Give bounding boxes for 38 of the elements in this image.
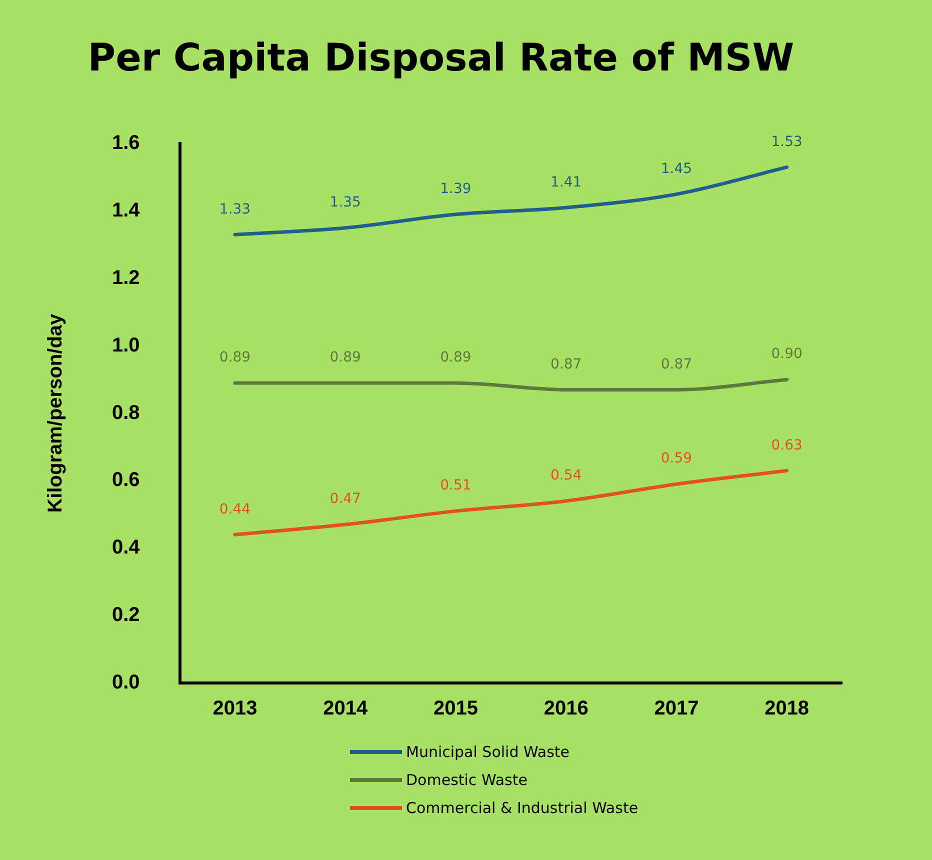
y-tick-label: 0.0 (112, 672, 140, 694)
data-label: 0.89 (330, 350, 361, 366)
y-tick-label: 1.2 (112, 266, 140, 289)
legend-label: Domestic Waste (406, 771, 528, 789)
data-label: 0.51 (440, 478, 472, 494)
y-tick-label: 0.2 (112, 604, 140, 626)
data-label: 1.35 (330, 194, 361, 211)
data-label: 0.89 (219, 350, 251, 366)
data-label: 0.87 (660, 356, 692, 372)
x-tick-label: 2016 (544, 698, 588, 720)
data-label: 0.47 (330, 491, 361, 508)
data-label: 1.45 (660, 160, 692, 177)
x-tick-label: 2015 (433, 698, 478, 720)
x-tick-label: 2018 (764, 698, 810, 720)
x-tick-label: 2017 (654, 698, 699, 720)
y-tick-label: 0.4 (112, 536, 141, 559)
y-tick-label: 0.6 (112, 469, 140, 492)
x-tick-label: 2013 (212, 698, 258, 720)
data-label: 0.63 (771, 437, 802, 454)
y-tick-label: 1.0 (112, 334, 140, 356)
y-tick-label: 1.6 (112, 132, 140, 154)
data-label: 1.33 (219, 201, 251, 218)
chart-title: Per Capita Disposal Rate of MSW (88, 36, 794, 80)
data-label: 0.87 (550, 356, 582, 372)
x-tick-label: 2014 (323, 698, 368, 720)
data-label: 1.39 (440, 181, 472, 198)
data-label: 0.54 (550, 468, 582, 484)
data-label: 1.41 (550, 174, 582, 190)
y-tick-label: 1.4 (112, 200, 141, 222)
data-label: 0.59 (660, 450, 692, 467)
data-label: 0.44 (219, 501, 251, 518)
legend-label: Commercial & Industrial Waste (406, 799, 638, 817)
y-tick-label: 0.8 (112, 402, 140, 424)
data-label: 0.89 (440, 350, 472, 366)
y-axis-title: Kilogram/person/day (44, 312, 67, 513)
data-label: 1.53 (771, 134, 802, 150)
data-label: 0.90 (771, 346, 802, 362)
legend-label: Municipal Solid Waste (406, 743, 570, 761)
